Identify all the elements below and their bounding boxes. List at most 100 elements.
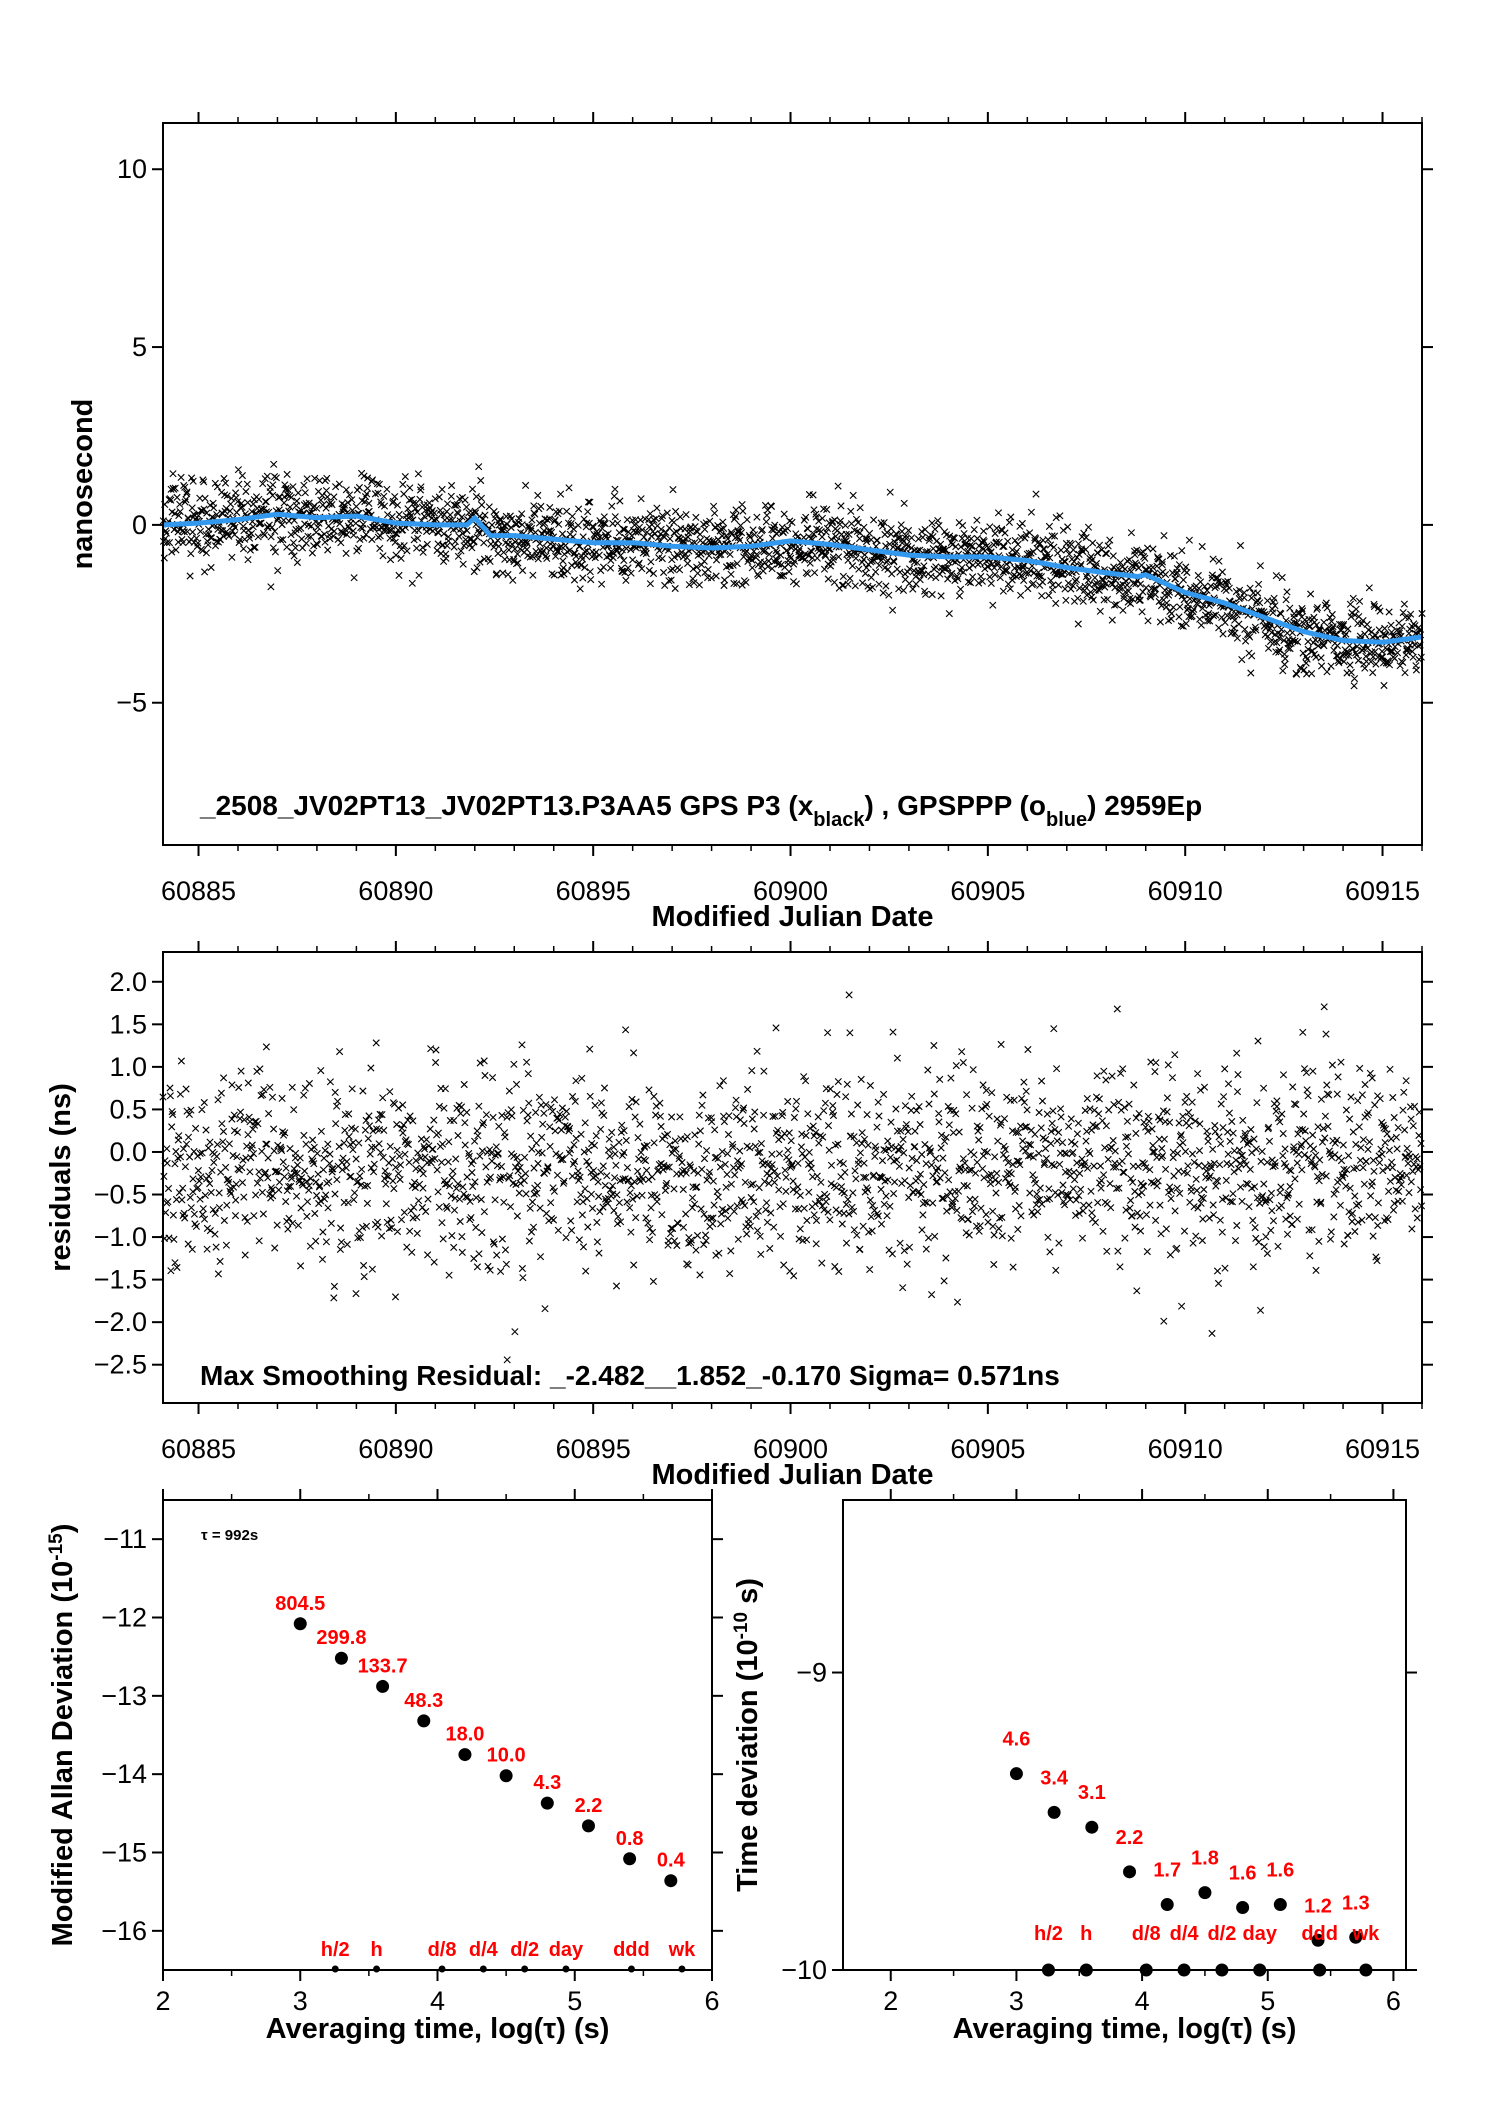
tdev-data-point xyxy=(1009,1767,1023,1781)
gpsppp-series-line xyxy=(162,511,1423,645)
residuals-y-tick-label: 0.0 xyxy=(109,1137,147,1167)
phase-x-tick-label: 60900 xyxy=(753,876,828,906)
tdev-x-tick-label: 3 xyxy=(1009,1986,1024,2016)
tdev-time-marker-label: h xyxy=(1080,1923,1092,1945)
mdev-time-marker-dot xyxy=(627,1965,635,1973)
mdev-data-point xyxy=(376,1679,390,1693)
mdev-y-axis-title-part: ) xyxy=(47,1524,79,1534)
residuals-x-tick-label: 60910 xyxy=(1148,1434,1223,1464)
mdev-y-tick-label: −16 xyxy=(101,1916,147,1946)
residuals-annotation: Max Smoothing Residual: _-2.482__1.852_-… xyxy=(200,1360,1060,1391)
mdev-x-axis-title: Averaging time, log(τ) (s) xyxy=(266,2013,610,2045)
tdev-time-marker-dot xyxy=(1253,1963,1267,1977)
mdev-data-point xyxy=(293,1617,307,1631)
mdev-time-marker-label: wk xyxy=(668,1939,697,1961)
tdev-time-marker-dot xyxy=(1041,1963,1055,1977)
tdev-time-marker-label: day xyxy=(1242,1923,1277,1945)
tdev-time-marker-label: d/8 xyxy=(1132,1923,1161,1945)
phase-y-axis-title: nanosecond xyxy=(67,399,99,570)
mdev-data-point xyxy=(417,1714,431,1728)
mdev-data-point xyxy=(499,1769,513,1783)
tdev-time-marker-label: h/2 xyxy=(1034,1923,1063,1945)
mdev-data-point xyxy=(334,1651,348,1665)
mdev-time-marker-dot xyxy=(438,1965,446,1973)
mdev-time-marker-dot xyxy=(521,1965,529,1973)
tdev-data-point xyxy=(1273,1898,1287,1912)
residuals-x-tick-label: 60905 xyxy=(950,1434,1025,1464)
residuals-y-tick-label: 2.0 xyxy=(109,967,147,997)
tdev-time-marker-dot xyxy=(1079,1963,1093,1977)
phase-annotation-part: blue xyxy=(1046,809,1087,831)
tdev-data-point xyxy=(1311,1933,1325,1947)
tdev-data-point xyxy=(1123,1865,1137,1879)
phase-x-tick-label: 60895 xyxy=(556,876,631,906)
residuals-y-tick-label: −1.5 xyxy=(94,1265,147,1295)
phase-annotation-part: _2508_JV02PT13_JV02PT13.P3AA5 GPS P3 (x xyxy=(199,790,814,821)
mdev-time-marker-label: ddd xyxy=(613,1939,650,1961)
phase-y-tick-label: 5 xyxy=(132,332,147,362)
mdev-time-marker-label: d/4 xyxy=(469,1939,499,1961)
tdev-point-value-label: 1.3 xyxy=(1342,1892,1370,1914)
tdev-time-marker-dot xyxy=(1359,1963,1373,1977)
phase-x-tick-label: 60915 xyxy=(1345,876,1420,906)
mdev-time-marker-dot xyxy=(331,1965,339,1973)
tdev-point-value-label: 1.7 xyxy=(1153,1860,1181,1882)
mdev-x-tick-label: 2 xyxy=(155,1986,170,2016)
residuals-y-tick-label: 0.5 xyxy=(109,1094,147,1124)
residuals-y-tick-label: 1.5 xyxy=(109,1009,147,1039)
phase-annotation-part: ) , GPSPPP (o xyxy=(864,790,1046,821)
tdev-y-tick-label: −9 xyxy=(796,1658,827,1688)
mdev-time-marker-label: d/2 xyxy=(510,1939,539,1961)
residuals-y-tick-label: −0.5 xyxy=(94,1180,147,1210)
residuals-x-tick-label: 60890 xyxy=(358,1434,433,1464)
mdev-time-marker-label: h/2 xyxy=(321,1939,350,1961)
residuals-chart: 60885 60890 60895 60900 60905 60910 60915 2.0 1.… xyxy=(45,941,1433,1491)
tdev-data-point xyxy=(1160,1898,1174,1912)
tdev-time-marker-dot xyxy=(1313,1963,1327,1977)
mdev-time-marker-dot xyxy=(678,1965,686,1973)
mdev-point-value-label: 2.2 xyxy=(575,1795,603,1817)
tdev-time-marker-label: ddd xyxy=(1301,1923,1338,1945)
tdev-y-axis-title: Time deviation (10-10 s) xyxy=(731,1578,765,1892)
tdev-y-axis-title-part: s) xyxy=(732,1578,764,1612)
phase-annotation-part: black xyxy=(813,809,865,831)
mdev-x-tick-label: 5 xyxy=(567,1986,582,2016)
phase-chart: 60885 60890 60895 60900 60905 60910 60915 10 5 0 −… xyxy=(67,112,1433,933)
tdev-x-tick-label: 5 xyxy=(1260,1986,1275,2016)
tdev-plot-frame xyxy=(842,1499,1407,1971)
mdev-plot-frame xyxy=(162,1499,713,1971)
phase-y-tick-label: 0 xyxy=(132,510,147,540)
mdev-data-point xyxy=(458,1748,472,1762)
mdev-y-tick-label: −12 xyxy=(101,1603,147,1633)
mdev-time-marker-label: h xyxy=(370,1939,382,1961)
mdev-y-axis-title-sup: -15 xyxy=(46,1533,67,1561)
mdev-tau-note: τ = 992s xyxy=(201,1527,258,1544)
mdev-point-value-label: 4.3 xyxy=(533,1772,561,1794)
mdev-point-value-label: 133.7 xyxy=(358,1655,408,1677)
residuals-x-tick-label: 60915 xyxy=(1345,1434,1420,1464)
phase-y-tick-label: −5 xyxy=(116,688,147,718)
mdev-point-value-label: 18.0 xyxy=(445,1724,484,1746)
residual-scatter xyxy=(159,991,1426,1364)
residuals-x-tick-label: 60900 xyxy=(753,1434,828,1464)
mdev-y-tick-label: −15 xyxy=(101,1838,147,1868)
tdev-x-axis-title: Averaging time, log(τ) (s) xyxy=(953,2013,1297,2045)
tdev-time-marker-dot xyxy=(1139,1963,1153,1977)
phase-x-axis-title: Modified Julian Date xyxy=(652,901,934,933)
tdev-data-point xyxy=(1047,1805,1061,1819)
mdev-x-tick-label: 3 xyxy=(293,1986,308,2016)
residuals-x-tick-label: 60885 xyxy=(161,1434,236,1464)
mdev-data-point xyxy=(540,1796,554,1810)
phase-x-tick-label: 60885 xyxy=(161,876,236,906)
mdev-x-tick-label: 6 xyxy=(704,1986,719,2016)
mdev-time-marker-dot xyxy=(373,1965,381,1973)
mdev-point-value-label: 804.5 xyxy=(275,1593,325,1615)
tdev-x-tick-label: 6 xyxy=(1386,1986,1401,2016)
tdev-point-value-label: 4.6 xyxy=(1003,1729,1031,1751)
mdev-y-tick-label: −14 xyxy=(101,1759,147,1789)
residuals-y-tick-label: 1.0 xyxy=(109,1052,147,1082)
residuals-plot-frame xyxy=(162,951,1423,1404)
mdev-y-axis-title-part: Modified Allan Deviation (10 xyxy=(47,1561,79,1947)
mdev-chart: 2 3 4 5 6 −11 −12 −13 −14 −15 −16 804.5 299.8 133.7 48… xyxy=(46,1489,723,2045)
tdev-point-value-label: 2.2 xyxy=(1116,1827,1144,1849)
